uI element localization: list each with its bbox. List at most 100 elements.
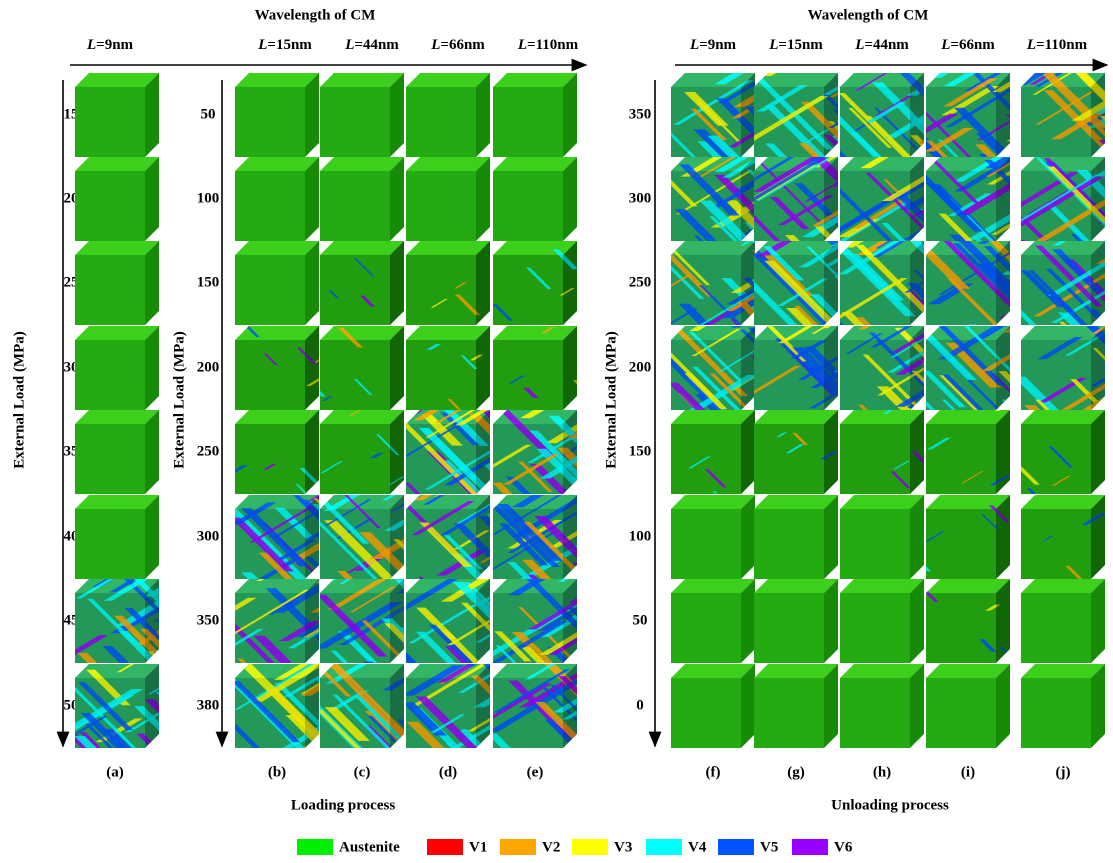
shade <box>493 340 563 410</box>
shade <box>563 326 577 410</box>
value: =66nm <box>440 37 485 53</box>
shade <box>145 579 159 663</box>
shade <box>235 593 305 663</box>
row-label: 350 <box>197 612 220 628</box>
cube-top <box>671 410 755 424</box>
pattern-stripe <box>1106 232 1113 281</box>
cube <box>493 241 595 325</box>
symbol: L <box>517 37 527 53</box>
shade <box>476 241 490 325</box>
cube-top <box>493 73 577 87</box>
shade <box>406 593 476 663</box>
panel-label: (e) <box>527 764 544 780</box>
cube-top <box>840 410 924 424</box>
legend-swatch <box>718 839 754 855</box>
cube <box>926 664 1010 748</box>
symbol: L <box>854 37 864 53</box>
shade <box>476 410 490 494</box>
shade <box>390 664 404 748</box>
shade <box>305 326 319 410</box>
shade <box>305 664 319 748</box>
shade <box>910 326 924 410</box>
shade <box>741 157 755 241</box>
panel-label: (b) <box>268 764 286 780</box>
wavelength-label: L=44nm <box>854 37 909 53</box>
cube-top <box>320 241 404 255</box>
cube <box>754 579 838 663</box>
row-label: 100 <box>197 190 220 206</box>
shade <box>996 579 1010 663</box>
cube-front <box>840 593 910 663</box>
legend-label: V1 <box>469 839 487 855</box>
cube-right <box>824 495 838 579</box>
shade <box>493 509 563 579</box>
wavelength-label: L=15nm <box>257 37 312 53</box>
row-label: 50 <box>201 106 216 122</box>
shade <box>476 326 490 410</box>
cube <box>911 401 1016 502</box>
shade <box>741 73 755 157</box>
cube-front <box>493 87 563 157</box>
value: =9nm <box>699 37 736 53</box>
shade <box>320 424 390 494</box>
cube-top <box>75 241 159 255</box>
pattern-stripe <box>225 413 238 418</box>
cube-top <box>1021 664 1105 678</box>
row-label: 0 <box>636 697 644 713</box>
cube-front <box>75 87 145 157</box>
row-label: 250 <box>629 274 652 290</box>
shade <box>1091 326 1105 410</box>
cube-top <box>1021 579 1105 593</box>
shade <box>996 495 1010 579</box>
shade <box>390 495 404 579</box>
symbol: L <box>430 37 440 53</box>
cube-right <box>305 241 319 325</box>
value: =66nm <box>950 37 995 53</box>
legend-swatch <box>572 839 608 855</box>
cube-front <box>1021 593 1091 663</box>
shade <box>305 410 319 494</box>
pattern-stripe <box>1109 329 1113 382</box>
panel-label: (c) <box>354 764 371 780</box>
row-label: 100 <box>629 528 652 544</box>
y-title: External Load (MPa) <box>11 331 27 468</box>
cube-right <box>145 326 159 410</box>
loading-title: Wavelength of CM <box>255 7 376 23</box>
cube <box>921 579 1029 667</box>
shade <box>996 157 1010 241</box>
wavelength-label: L=44nm <box>344 37 399 53</box>
panel-label: (j) <box>1056 764 1071 780</box>
shade <box>910 241 924 325</box>
row-label: 150 <box>197 274 220 290</box>
cube-front <box>320 87 390 157</box>
cube-right <box>476 157 490 241</box>
cube-top <box>671 495 755 509</box>
shade <box>671 340 741 410</box>
shade <box>1091 410 1105 494</box>
shade <box>840 340 910 410</box>
cube-top <box>671 664 755 678</box>
symbol: L <box>768 37 778 53</box>
cube-front <box>75 424 145 494</box>
shade <box>824 157 838 241</box>
legend-label: V3 <box>614 839 632 855</box>
cube-right <box>305 73 319 157</box>
shade <box>1091 495 1105 579</box>
cube-front <box>840 678 910 748</box>
shade <box>926 509 996 579</box>
cube <box>75 241 159 325</box>
cube-top <box>493 326 577 340</box>
row-label: 300 <box>197 528 220 544</box>
cube-top <box>75 410 159 424</box>
cube <box>1021 664 1105 748</box>
cube-right <box>741 579 755 663</box>
cube <box>320 73 404 157</box>
shade <box>671 171 741 241</box>
row-label: 250 <box>197 443 220 459</box>
shade <box>476 579 490 663</box>
cube-front <box>235 171 305 241</box>
value: =9nm <box>96 37 133 53</box>
shade <box>320 509 390 579</box>
cube-top <box>235 410 319 424</box>
cube <box>493 320 589 410</box>
